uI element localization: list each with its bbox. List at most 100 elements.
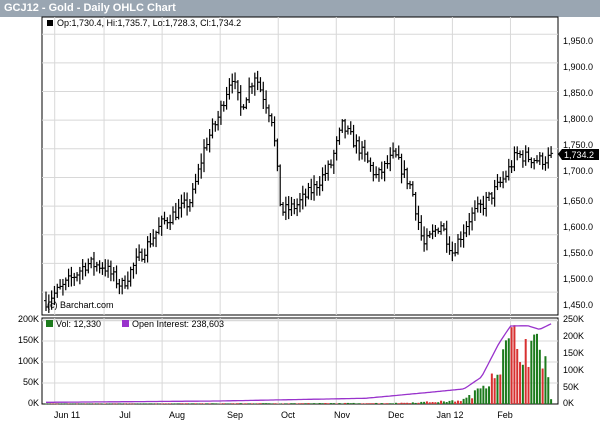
volume-bar [126, 403, 129, 405]
volume-bar [485, 388, 488, 404]
price-tick: 1,450.0 [563, 300, 593, 310]
volume-bar [519, 362, 522, 404]
volume-bar [293, 403, 296, 404]
volume-bar [250, 403, 253, 404]
volume-bar [313, 403, 316, 404]
volume-bar [138, 403, 141, 405]
volume-bar [369, 403, 372, 404]
volume-bar [400, 402, 403, 404]
volume-bar [200, 403, 203, 404]
volume-bar [338, 403, 341, 404]
volume-bar [152, 403, 155, 405]
volume-bar [471, 398, 474, 404]
volume-bar [284, 403, 287, 404]
volume-bar [92, 403, 95, 405]
oi-tick: 50K [563, 382, 579, 392]
volume-bar [228, 403, 231, 404]
volume-bar [527, 366, 530, 404]
volume-bar [248, 403, 251, 404]
volume-bar [383, 403, 386, 404]
volume-bar [361, 403, 364, 404]
volume-bar [279, 403, 282, 405]
volume-bar [87, 403, 90, 405]
volume-bar [507, 338, 510, 404]
volume-bar [386, 403, 389, 404]
volume-bar [375, 402, 378, 404]
volume-bar [59, 403, 62, 405]
volume-bar [197, 403, 200, 405]
oi-tick: 250K [563, 314, 584, 324]
volume-bar [352, 402, 355, 404]
volume-bar [242, 403, 245, 405]
last-price-flag-bg [558, 149, 599, 160]
volume-bars-layer [45, 325, 553, 405]
volume-bar [363, 403, 366, 404]
volume-bar [47, 403, 50, 405]
volume-bar [437, 402, 440, 404]
volume-bar [265, 403, 268, 404]
volume-bar [344, 402, 347, 404]
x-tick-label: Dec [388, 410, 405, 420]
volume-bar [112, 403, 115, 405]
price-tick: 1,800.0 [563, 114, 593, 124]
volume-bar [417, 402, 420, 404]
volume-bar [84, 403, 87, 405]
volume-bar [434, 402, 437, 404]
volume-bar [61, 403, 64, 405]
volume-bar [456, 400, 459, 404]
volume-bar [81, 403, 84, 405]
volume-bar [157, 403, 160, 405]
volume-bar [183, 403, 186, 405]
volume-bar [304, 403, 307, 404]
volume-bar [541, 368, 544, 404]
volume-bar [428, 402, 431, 404]
volume-bar [372, 403, 375, 404]
volume-bar [143, 403, 146, 404]
x-tick-label: Jan 12 [436, 410, 463, 420]
volume-bar [327, 403, 330, 404]
volume-bar [403, 402, 406, 404]
oi-tick: 150K [563, 348, 584, 358]
x-tick-label: Jun 11 [54, 410, 80, 420]
volume-bar [454, 401, 457, 404]
volume-bar [296, 403, 299, 404]
volume-bar [208, 403, 211, 404]
volume-bar [256, 403, 259, 404]
volume-bar [146, 403, 149, 405]
price-tick: 1,650.0 [563, 196, 593, 206]
x-tick-label: Sep [227, 410, 243, 420]
volume-bar [420, 401, 423, 404]
volume-legend-text: Vol: 12,330 [56, 319, 101, 329]
price-tick: 1,750.0 [563, 140, 593, 150]
price-legend-text: Op:1,730.4, Hi:1,735.7, Lo:1,728.3, Cl:1… [57, 18, 241, 28]
volume-bar [496, 374, 499, 404]
volume-bar [149, 403, 152, 404]
volume-bar [245, 403, 248, 404]
price-y-axis: 1,950.0 1,900.0 1,850.0 1,800.0 1,750.0 … [563, 36, 593, 310]
volume-bar [188, 403, 191, 405]
volume-bar [329, 403, 332, 404]
volume-bar [90, 403, 93, 405]
volume-bar [335, 403, 338, 404]
volume-bar [366, 403, 369, 404]
volume-bar [191, 403, 194, 404]
volume-bar [211, 403, 214, 404]
volume-bar [425, 401, 428, 404]
volume-bar [259, 403, 262, 404]
volume-bar [225, 403, 228, 404]
volume-bar [488, 386, 491, 404]
volume-bar [163, 403, 166, 404]
volume-bar [121, 403, 124, 404]
volume-bar [473, 390, 476, 404]
volume-bar [499, 374, 502, 404]
volume-tick: 0K [28, 398, 39, 408]
volume-bar [544, 356, 547, 404]
volume-bar [298, 403, 301, 404]
volume-bar [222, 403, 225, 404]
volume-bar [73, 403, 76, 405]
volume-bar [324, 403, 327, 404]
volume-bar [392, 403, 395, 404]
volume-bar [140, 403, 143, 405]
chart-title: GCJ12 - Gold - Daily OHLC Chart [4, 2, 176, 14]
